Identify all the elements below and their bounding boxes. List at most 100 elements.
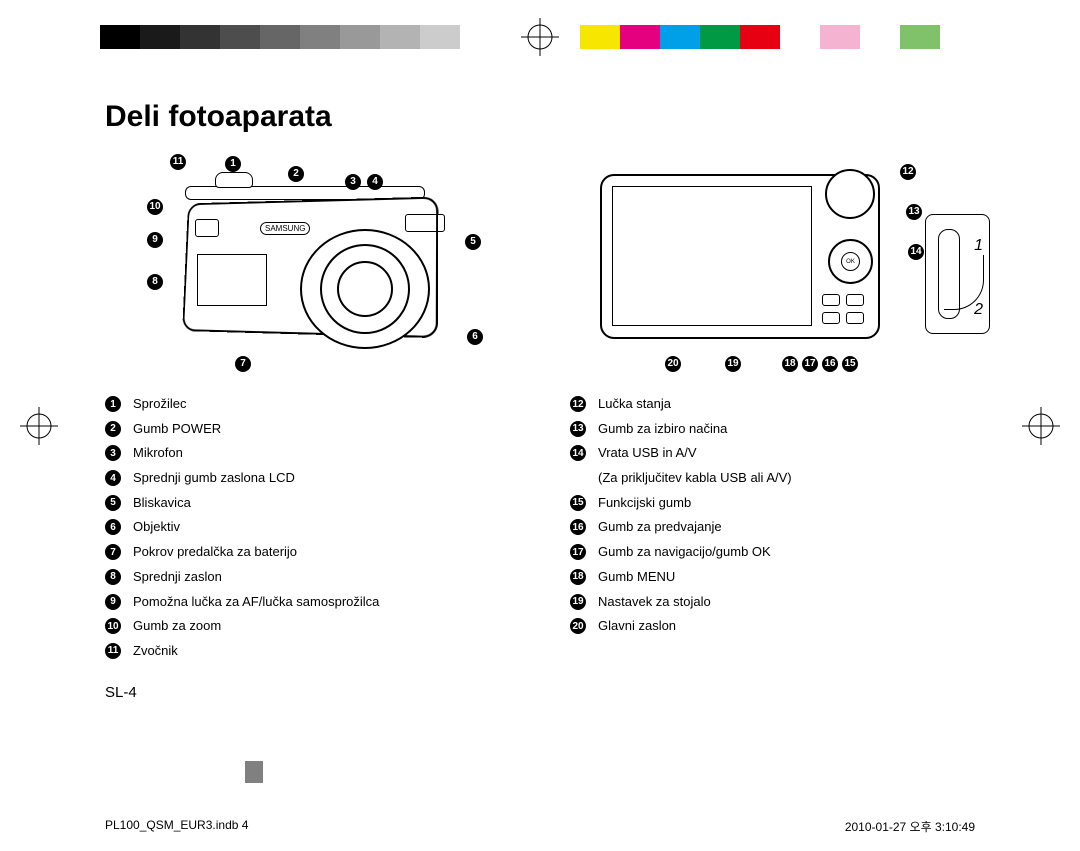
list-number-badge: 16	[570, 519, 586, 535]
list-item: 15 Funkcijski gumb	[570, 491, 975, 516]
callout-badge: 12	[900, 164, 916, 180]
color-swatch	[620, 25, 660, 49]
page-tab-marker	[245, 761, 263, 783]
parts-lists: 1Sprožilec2Gumb POWER3Mikrofon4Sprednji …	[105, 392, 975, 664]
flash-shape	[405, 214, 445, 232]
color-swatch	[700, 25, 740, 49]
list-number-badge: 4	[105, 470, 121, 486]
parts-list-right: 12Lučka stanja13Gumb za izbiro načina14V…	[570, 392, 975, 664]
list-number-badge: 1	[105, 396, 121, 412]
list-item: 19 Nastavek za stojalo	[570, 590, 975, 615]
list-item: 6 Objektiv	[105, 515, 510, 540]
list-label: Glavni zaslon	[598, 614, 676, 639]
strap-step-1: 1	[974, 237, 983, 255]
list-label: Gumb MENU	[598, 565, 675, 590]
list-label: Vrata USB in A/V (Za priključitev kabla …	[598, 441, 792, 490]
list-item: 20 Glavni zaslon	[570, 614, 975, 639]
color-swatch	[380, 25, 420, 49]
list-number-badge: 19	[570, 594, 586, 610]
registration-mark-icon	[521, 18, 559, 56]
strap-inset: 1 2	[925, 214, 990, 334]
list-number-badge: 6	[105, 519, 121, 535]
camera-back-figure: OK 121314151617181920 1 2	[560, 144, 975, 374]
list-label: Pokrov predalčka za baterijo	[133, 540, 297, 565]
callout-badge: 14	[908, 244, 924, 260]
list-label: Funkcijski gumb	[598, 491, 691, 516]
list-label: Sprednji gumb zaslona LCD	[133, 466, 295, 491]
color-swatch	[580, 25, 620, 49]
color-swatch	[740, 25, 780, 49]
list-item: 8 Sprednji zaslon	[105, 565, 510, 590]
mode-dial-shape	[825, 169, 875, 219]
list-number-badge: 2	[105, 421, 121, 437]
list-label: Sprednji zaslon	[133, 565, 222, 590]
list-number-badge: 14	[570, 445, 586, 461]
callout-badge: 18	[782, 356, 798, 372]
callout-badge: 3	[345, 174, 361, 190]
callout-badge: 15	[842, 356, 858, 372]
menu-button-shape	[822, 294, 840, 306]
camera-front-figure: SAMSUNG 1112345678910	[105, 144, 520, 374]
list-item: 11 Zvočnik	[105, 639, 510, 664]
list-label: Gumb za zoom	[133, 614, 221, 639]
color-swatch	[420, 25, 460, 49]
list-label: Mikrofon	[133, 441, 183, 466]
list-label: Gumb POWER	[133, 417, 221, 442]
list-label: Zvočnik	[133, 639, 178, 664]
strap-step-2: 2	[974, 301, 983, 319]
list-number-badge: 7	[105, 544, 121, 560]
play-button-shape	[822, 312, 840, 324]
list-item: 14 Vrata USB in A/V (Za priključitev kabl…	[570, 441, 975, 490]
color-swatch	[180, 25, 220, 49]
brand-label: SAMSUNG	[260, 222, 310, 235]
callout-badge: 10	[147, 199, 163, 215]
list-number-badge: 20	[570, 618, 586, 634]
callout-badge: 1	[225, 156, 241, 172]
registration-mark-icon	[1022, 407, 1060, 445]
list-item: 10 Gumb za zoom	[105, 614, 510, 639]
list-item: 16Gumb za predvajanje	[570, 515, 975, 540]
list-label: Gumb za navigacijo/gumb OK	[598, 540, 771, 565]
front-screen-shape	[197, 254, 267, 306]
list-number-badge: 17	[570, 544, 586, 560]
lcd-shape	[612, 186, 812, 326]
extra-button-shape	[846, 312, 864, 324]
list-item: 18Gumb MENU	[570, 565, 975, 590]
color-swatch	[100, 25, 140, 49]
list-number-badge: 5	[105, 495, 121, 511]
list-number-badge: 8	[105, 569, 121, 585]
color-swatch	[300, 25, 340, 49]
callout-badge: 6	[467, 329, 483, 345]
list-item: 12Lučka stanja	[570, 392, 975, 417]
list-item: 4 Sprednji gumb zaslona LCD	[105, 466, 510, 491]
color-swatch	[460, 25, 500, 49]
page-number: SL-4	[105, 684, 975, 701]
list-label: Objektiv	[133, 515, 180, 540]
page-title: Deli fotoaparata	[105, 100, 975, 134]
parts-list-left: 1Sprožilec2Gumb POWER3Mikrofon4Sprednji …	[105, 392, 510, 664]
color-swatch	[940, 25, 980, 49]
color-swatch	[220, 25, 260, 49]
list-number-badge: 15	[570, 495, 586, 511]
callout-badge: 9	[147, 232, 163, 248]
list-number-badge: 10	[105, 618, 121, 634]
list-number-badge: 11	[105, 643, 121, 659]
list-number-badge: 9	[105, 594, 121, 610]
callout-badge: 17	[802, 356, 818, 372]
list-item: 7 Pokrov predalčka za baterijo	[105, 540, 510, 565]
list-number-badge: 3	[105, 445, 121, 461]
footer-timestamp: 2010-01-27 오후 3:10:49	[845, 818, 975, 835]
list-label: Nastavek za stojalo	[598, 590, 711, 615]
color-swatch	[660, 25, 700, 49]
print-footer: PL100_QSM_EUR3.indb 4 2010-01-27 오후 3:10…	[105, 818, 975, 835]
callout-badge: 8	[147, 274, 163, 290]
callout-badge: 11	[170, 154, 186, 170]
color-swatch	[900, 25, 940, 49]
callout-badge: 4	[367, 174, 383, 190]
color-swatch	[860, 25, 900, 49]
list-label: Lučka stanja	[598, 392, 671, 417]
list-label: Pomožna lučka za AF/lučka samosprožilca	[133, 590, 379, 615]
color-swatch	[140, 25, 180, 49]
callout-badge: 5	[465, 234, 481, 250]
callout-badge: 13	[906, 204, 922, 220]
